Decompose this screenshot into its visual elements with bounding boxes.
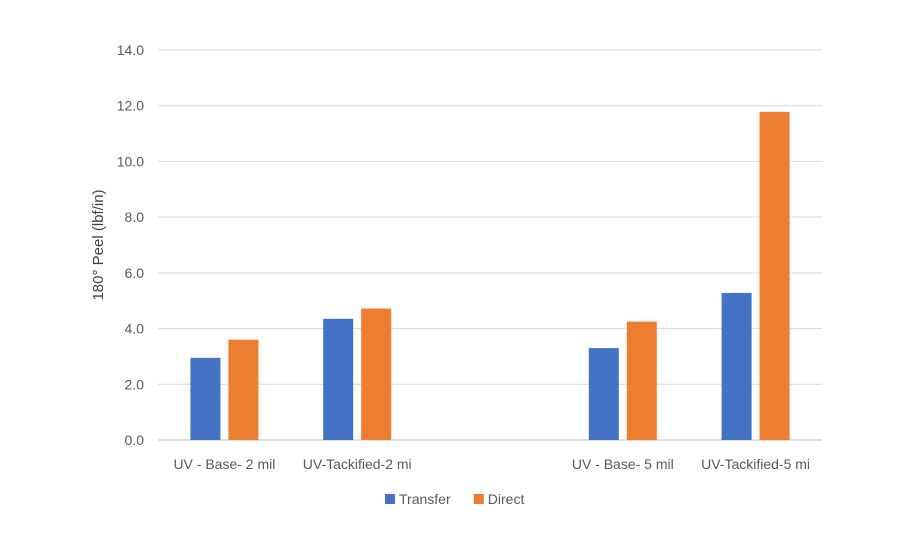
bar-transfer (190, 357, 221, 440)
bar-transfer (721, 292, 752, 440)
bar-direct (361, 308, 392, 440)
bar-transfer (323, 318, 354, 440)
y-tick-label: 6.0 (125, 265, 145, 281)
y-tick-label: 10.0 (117, 153, 144, 169)
y-tick-label: 4.0 (125, 321, 145, 337)
y-tick-label: 2.0 (125, 376, 145, 392)
bar-transfer (588, 348, 619, 440)
bars (190, 111, 790, 440)
x-category-label: UV-Tackified-5 mi (701, 456, 810, 472)
bar-direct (759, 111, 790, 440)
legend-label-direct: Direct (488, 491, 525, 507)
bar-direct (228, 339, 259, 440)
x-category-label: UV-Tackified-2 mi (303, 456, 412, 472)
legend-label-transfer: Transfer (399, 491, 451, 507)
y-tick-label: 12.0 (117, 98, 144, 114)
y-axis-ticks: 0.0 2.0 4.0 6.0 8.0 10.0 12.0 14.0 (117, 42, 144, 448)
gridlines (158, 49, 822, 441)
legend-swatch-transfer (385, 494, 395, 504)
legend: Transfer Direct (385, 491, 524, 507)
x-category-label: UV - Base- 2 mil (173, 456, 275, 472)
y-axis-title: 180° Peel (lbf/in) (90, 189, 107, 300)
y-tick-label: 0.0 (125, 432, 145, 448)
x-axis-labels: UV - Base- 2 mil UV-Tackified-2 mi UV - Ba… (173, 456, 810, 472)
y-tick-label: 14.0 (117, 42, 144, 58)
x-category-label: UV - Base- 5 mil (572, 456, 674, 472)
bar-direct (626, 321, 657, 440)
y-tick-label: 8.0 (125, 209, 145, 225)
legend-swatch-direct (473, 494, 484, 504)
